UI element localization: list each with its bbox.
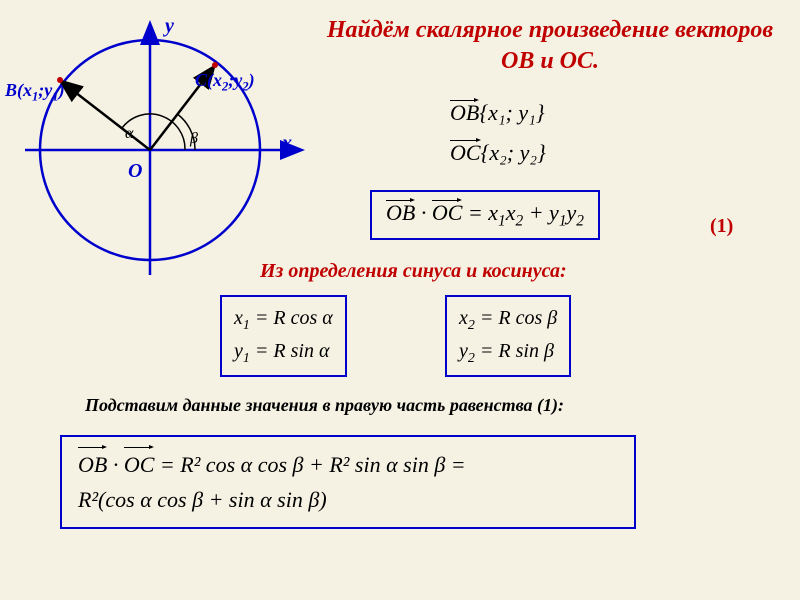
- circle-svg: [20, 20, 320, 290]
- result-formula: OB · OC = R² cos α cos β + R² sin α sin …: [60, 435, 636, 529]
- f1-oc: OC: [432, 200, 463, 226]
- vector-oc-coords: OC{х₂; у₂}: [450, 140, 546, 166]
- y-axis-label: у: [165, 15, 174, 38]
- dot-product-formula: OB · OC = x1x2 + y1y2: [370, 190, 600, 240]
- substitute-text: Подставим данные значения в правую часть…: [85, 395, 564, 416]
- point-c: [212, 62, 218, 68]
- point-b-label: В(х1;у1): [5, 80, 65, 105]
- formula-ref-1: (1): [710, 215, 733, 238]
- point-c-label: С(х2;у2): [195, 70, 255, 95]
- oc-coords-text: {х₂; у₂}: [481, 140, 546, 165]
- unit-circle-diagram: у х О α β В(х1;у1) С(х2;у2): [20, 20, 320, 295]
- f1-rhs: x1x2 + y1y2: [488, 200, 584, 225]
- x2-formula: x2 = R cos β: [459, 303, 557, 336]
- trig-box-alpha: x1 = R cos α y1 = R sin α: [220, 295, 347, 377]
- trig-box-beta: x2 = R cos β y2 = R sin β: [445, 295, 571, 377]
- oc-symbol: OC: [450, 140, 481, 166]
- alpha-label: α: [125, 125, 133, 143]
- sin-cos-definition-text: Из определения синуса и косинуса:: [260, 260, 567, 283]
- vector-ob-coords: OB{х₁; у₁}: [450, 100, 545, 126]
- ob-coords-text: {х₁; у₁}: [479, 100, 544, 125]
- y2-formula: y2 = R sin β: [459, 336, 557, 369]
- x1-formula: x1 = R cos α: [234, 303, 333, 336]
- res-ob: OB: [78, 447, 107, 482]
- x-axis-label: х: [282, 132, 292, 155]
- result-line2: R²(cos α cos β + sin α sin β): [78, 482, 618, 517]
- origin-label: О: [128, 160, 142, 183]
- f1-ob: OB: [386, 200, 415, 226]
- result-line1: OB · OC = R² cos α cos β + R² sin α sin …: [78, 447, 618, 482]
- res-oc: OC: [124, 447, 155, 482]
- y1-formula: y1 = R sin α: [234, 336, 333, 369]
- ob-symbol: OB: [450, 100, 479, 126]
- page-title: Найдём скалярное произведение векторов О…: [320, 15, 780, 77]
- beta-label: β: [190, 130, 198, 148]
